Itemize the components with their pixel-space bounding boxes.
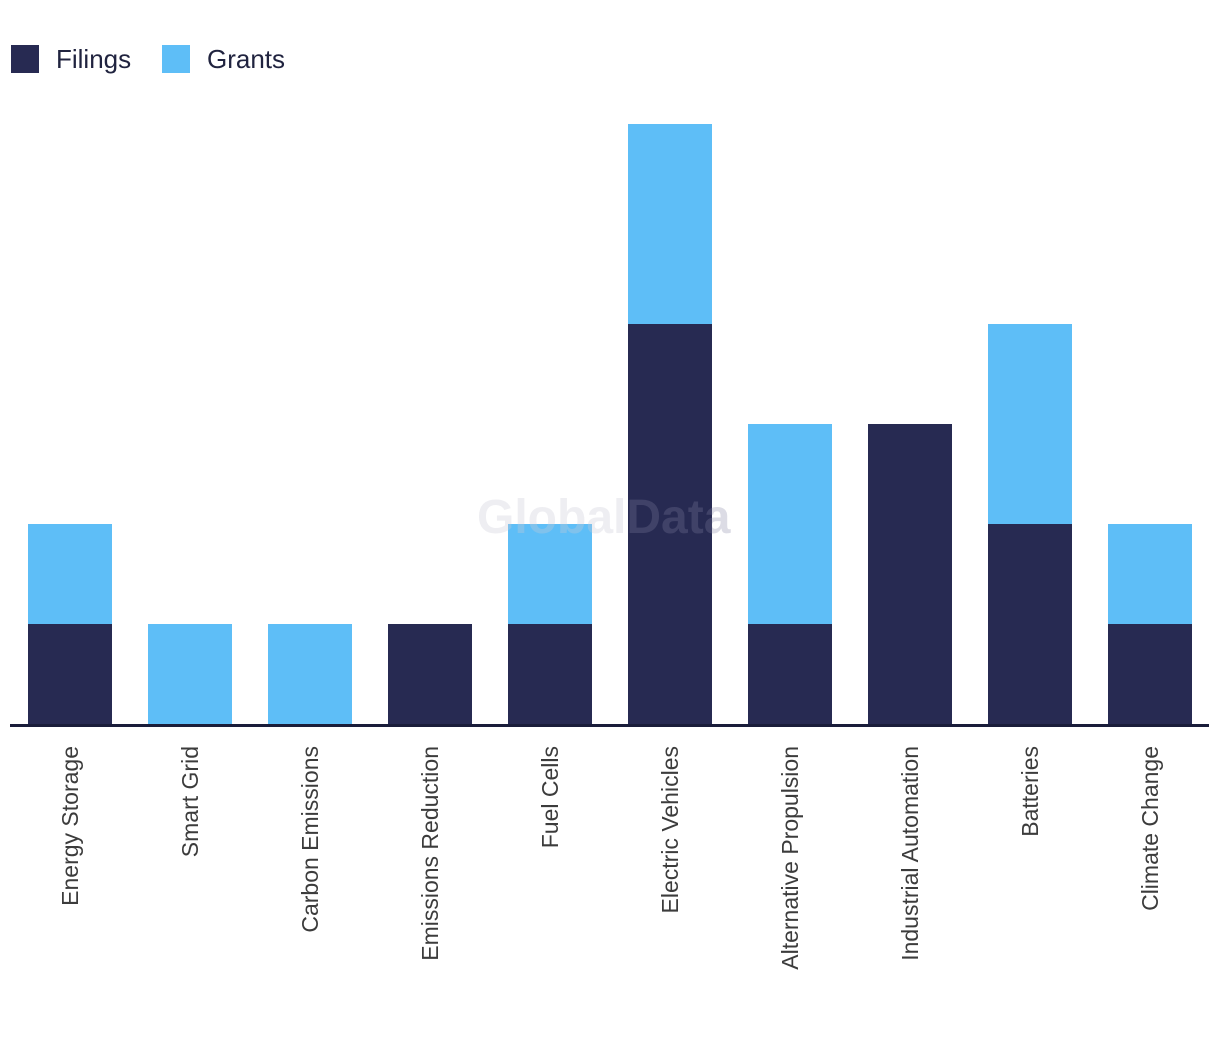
legend-label-grants: Grants — [207, 44, 286, 74]
bar-segment-grants-fuel-cells[interactable] — [508, 524, 592, 624]
x-axis-label-fuel-cells: Fuel Cells — [537, 746, 563, 849]
bar-segment-grants-carbon-emissions[interactable] — [268, 624, 352, 724]
bar-segment-filings-electric-vehicles[interactable] — [628, 324, 712, 724]
filings-swatch — [11, 45, 39, 73]
grants-swatch — [162, 45, 190, 73]
x-axis-label-energy-storage: Energy Storage — [57, 746, 83, 906]
bar-segment-filings-fuel-cells[interactable] — [508, 624, 592, 724]
x-axis-label-smart-grid: Smart Grid — [177, 746, 203, 858]
bar-segment-filings-energy-storage[interactable] — [28, 624, 112, 724]
bar-segment-filings-alternative-propulsion[interactable] — [748, 624, 832, 724]
x-axis-line — [10, 724, 1209, 727]
x-axis-label-carbon-emissions: Carbon Emissions — [297, 746, 323, 933]
legend-label-filings: Filings — [56, 44, 132, 74]
x-axis-label-emissions-reduction: Emissions Reduction — [417, 746, 443, 961]
bar-segment-filings-batteries[interactable] — [988, 524, 1072, 724]
x-axis-label-batteries: Batteries — [1017, 746, 1043, 837]
x-axis-label-climate-change: Climate Change — [1137, 746, 1163, 911]
bar-segment-grants-batteries[interactable] — [988, 324, 1072, 524]
bar-segment-grants-smart-grid[interactable] — [148, 624, 232, 724]
bar-segment-filings-industrial-automation[interactable] — [868, 424, 952, 724]
bar-segment-grants-electric-vehicles[interactable] — [628, 124, 712, 324]
bar-segment-grants-alternative-propulsion[interactable] — [748, 424, 832, 624]
bar-segment-filings-emissions-reduction[interactable] — [388, 624, 472, 724]
x-axis-label-electric-vehicles: Electric Vehicles — [657, 746, 683, 914]
legend-item-grants[interactable]: Grants — [162, 45, 285, 73]
bar-segment-filings-climate-change[interactable] — [1108, 624, 1192, 724]
bar-segment-grants-climate-change[interactable] — [1108, 524, 1192, 624]
x-axis-label-industrial-automation: Industrial Automation — [897, 746, 923, 961]
bar-segment-grants-energy-storage[interactable] — [28, 524, 112, 624]
x-axis-label-alternative-propulsion: Alternative Propulsion — [777, 746, 803, 970]
legend-item-filings[interactable]: Filings — [11, 45, 131, 73]
